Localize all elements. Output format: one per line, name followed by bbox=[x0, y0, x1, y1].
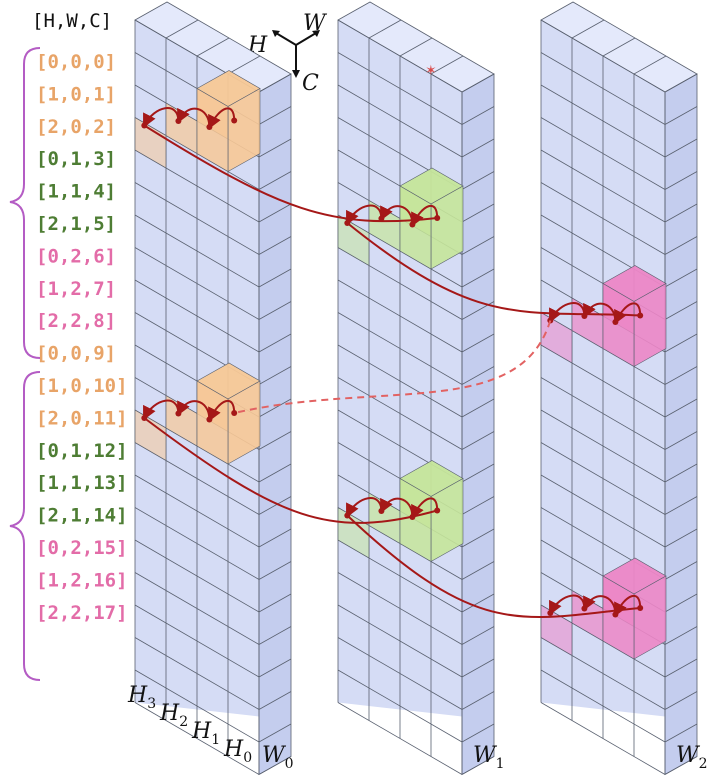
index-labels: [0,0,0] [1,0,1] [2,0,2] [0,1,3] [1,1,4] [2,1,… bbox=[36, 51, 128, 624]
curl-arrow bbox=[549, 302, 586, 324]
curl-arrow bbox=[380, 497, 414, 518]
curl-arrow bbox=[549, 594, 586, 616]
traversal-arrows bbox=[141, 107, 644, 618]
w-label: W0 bbox=[262, 743, 294, 772]
star-marker: ✶ bbox=[425, 64, 437, 79]
tensor-column bbox=[337, 1, 495, 776]
brace-bottom bbox=[9, 371, 41, 681]
index-label: [2,0,11] bbox=[36, 407, 128, 429]
index-label: [1,0,1] bbox=[36, 83, 116, 105]
h-label: H0 bbox=[223, 737, 252, 766]
w-label: W1 bbox=[473, 743, 505, 772]
long-transfer-arrow bbox=[143, 124, 438, 223]
index-label: [1,0,10] bbox=[36, 375, 128, 397]
w-axis-labels: W0 W1 W2 bbox=[262, 743, 708, 772]
index-label: [2,1,5] bbox=[36, 213, 116, 235]
index-label: [2,0,2] bbox=[36, 116, 116, 138]
brace-top bbox=[9, 47, 41, 359]
h-axis-labels: H3 H2 H1 H0 bbox=[127, 683, 252, 766]
index-label: [2,2,17] bbox=[36, 602, 128, 624]
index-label: [2,2,8] bbox=[36, 310, 116, 332]
curl-arrow bbox=[208, 107, 236, 130]
axis-w-label: W bbox=[303, 11, 328, 36]
long-transfer-arrow bbox=[143, 417, 438, 524]
dashed-return-arrow bbox=[233, 320, 552, 414]
index-label: [0,2,6] bbox=[36, 245, 116, 267]
w-label: W2 bbox=[676, 743, 708, 772]
arrow-dot bbox=[547, 610, 554, 616]
curl-arrow bbox=[208, 399, 236, 423]
index-label: [2,1,14] bbox=[36, 505, 128, 527]
axis-indicator: H W C bbox=[247, 11, 328, 96]
curl-arrow bbox=[614, 594, 642, 618]
highlighted-blocks bbox=[134, 70, 667, 660]
h-label: H3 bbox=[127, 683, 156, 712]
curl-arrow bbox=[614, 302, 642, 325]
index-label: [0,0,0] bbox=[36, 51, 116, 73]
header-label: [H,W,C] bbox=[32, 10, 112, 32]
curl-arrow bbox=[583, 302, 617, 323]
curl-arrow bbox=[177, 107, 211, 128]
curl-arrow bbox=[143, 107, 180, 129]
highlight-block bbox=[134, 362, 261, 465]
h-label: H2 bbox=[159, 701, 188, 730]
index-label: [1,1,13] bbox=[36, 472, 128, 494]
index-label: [0,2,15] bbox=[36, 537, 128, 559]
curl-arrow bbox=[177, 400, 211, 420]
tensor-column bbox=[134, 1, 292, 776]
curl-arrow bbox=[346, 497, 383, 519]
curl-arrow bbox=[380, 205, 414, 225]
index-label: [1,2,16] bbox=[36, 569, 128, 591]
index-label: [0,0,9] bbox=[36, 343, 116, 365]
curl-arrow bbox=[411, 497, 439, 520]
group-braces bbox=[9, 47, 41, 681]
curl-arrow bbox=[411, 204, 439, 228]
h-label: H1 bbox=[191, 719, 220, 748]
curl-arrow bbox=[583, 595, 617, 615]
index-label: [0,1,3] bbox=[36, 148, 116, 170]
index-label: [0,1,12] bbox=[36, 440, 128, 462]
axis-c-label: C bbox=[302, 71, 319, 96]
tensor-columns bbox=[134, 1, 698, 776]
long-transfer-arrow bbox=[346, 514, 641, 618]
long-transfer-arrow bbox=[346, 222, 641, 317]
curl-arrow bbox=[143, 399, 180, 421]
index-label: [1,1,4] bbox=[36, 181, 116, 203]
tensor-column bbox=[540, 1, 698, 776]
curl-arrow bbox=[346, 204, 383, 226]
highlight-block bbox=[134, 70, 261, 173]
index-label: [1,2,7] bbox=[36, 278, 116, 300]
